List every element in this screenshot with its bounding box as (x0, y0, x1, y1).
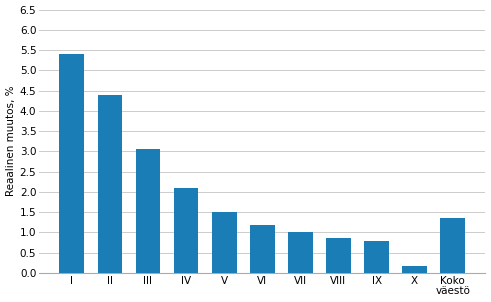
Bar (136, 149, 161, 273)
Bar (59, 54, 84, 273)
Bar (440, 218, 465, 273)
Bar (212, 212, 237, 273)
Bar (402, 265, 427, 273)
Y-axis label: Reaalinen muutos, %: Reaalinen muutos, % (5, 86, 16, 197)
Bar (250, 225, 274, 273)
Bar (364, 241, 389, 273)
Bar (288, 232, 313, 273)
Bar (98, 95, 122, 273)
Bar (174, 188, 198, 273)
Bar (326, 238, 351, 273)
